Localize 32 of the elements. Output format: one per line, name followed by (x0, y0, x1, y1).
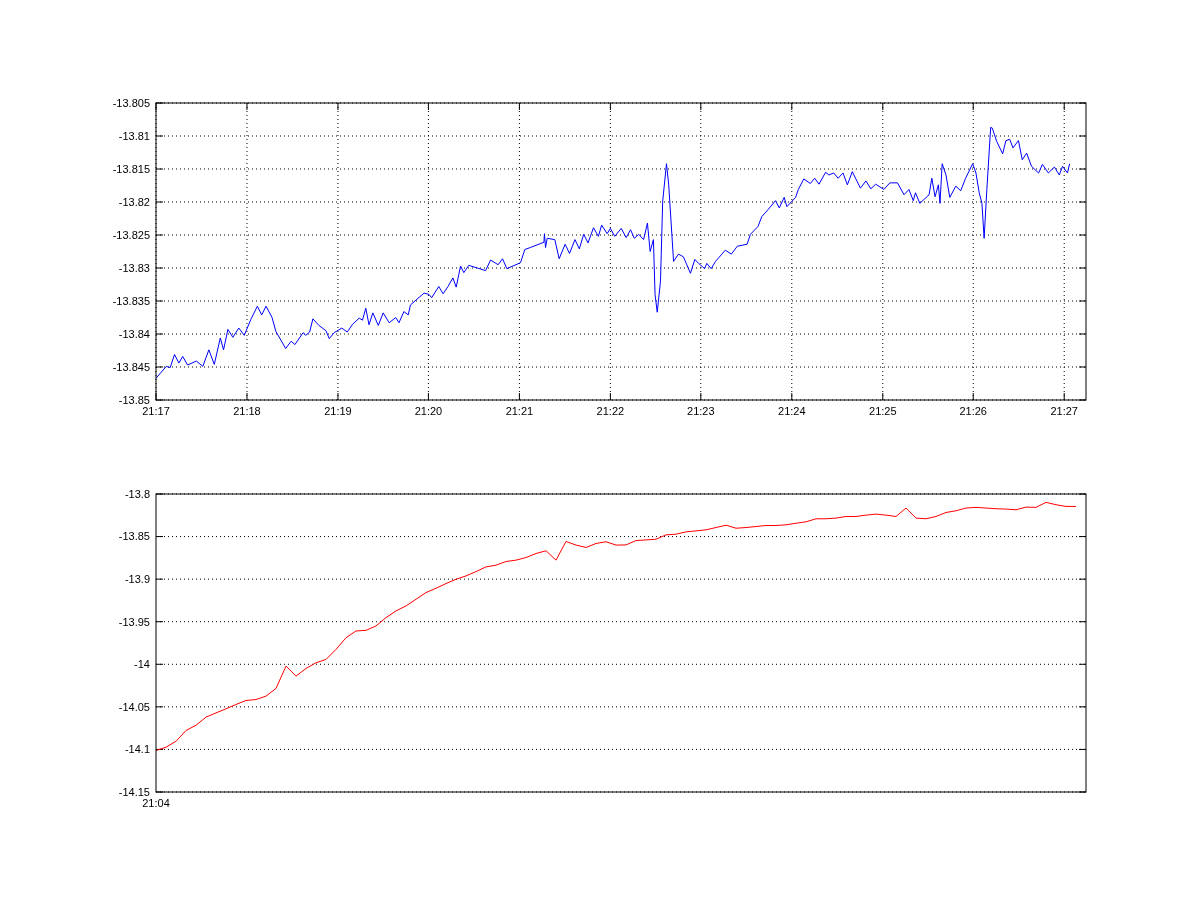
x-tick-label: 21:23 (687, 405, 715, 417)
y-tick-label: -13.82 (118, 195, 150, 208)
y-tick-label: -13.85 (118, 530, 150, 543)
y-tick-label: -13.85 (118, 393, 150, 406)
y-tick-label: -14 (134, 658, 150, 671)
x-tick-label: 21:22 (596, 405, 625, 417)
x-tick-label: 21:04 (142, 797, 170, 809)
x-tick-label: 21:18 (233, 405, 261, 417)
y-tick-label: -13.8 (124, 487, 150, 500)
y-tick-label: -13.83 (118, 261, 150, 274)
y-tick-label: -13.835 (112, 294, 150, 307)
x-tick-label: 21:19 (324, 405, 352, 417)
y-tick-label: -13.84 (118, 327, 150, 340)
y-tick-label: -13.805 (112, 96, 150, 109)
y-tick-label: -13.95 (118, 615, 150, 628)
x-tick-label: 21:27 (1050, 405, 1078, 417)
x-tick-label: 21:20 (414, 405, 443, 417)
y-tick-label: -13.825 (112, 228, 150, 241)
x-tick-label: 21:25 (869, 405, 897, 417)
x-tick-label: 21:26 (959, 405, 987, 417)
y-tick-label: -13.81 (118, 129, 150, 142)
y-tick-label: -14.1 (124, 743, 150, 756)
y-tick-label: -14.05 (118, 700, 150, 713)
y-tick-label: -13.9 (124, 572, 150, 585)
line-series (155, 501, 1077, 752)
line-series (155, 126, 1071, 379)
x-tick-label: 21:21 (505, 405, 534, 417)
x-tick-label: 21:17 (142, 405, 170, 417)
y-tick-label: -14.15 (118, 785, 150, 798)
x-tick-label: 21:24 (778, 405, 806, 417)
y-tick-label: -13.845 (112, 360, 150, 373)
y-tick-label: -13.815 (112, 162, 150, 175)
